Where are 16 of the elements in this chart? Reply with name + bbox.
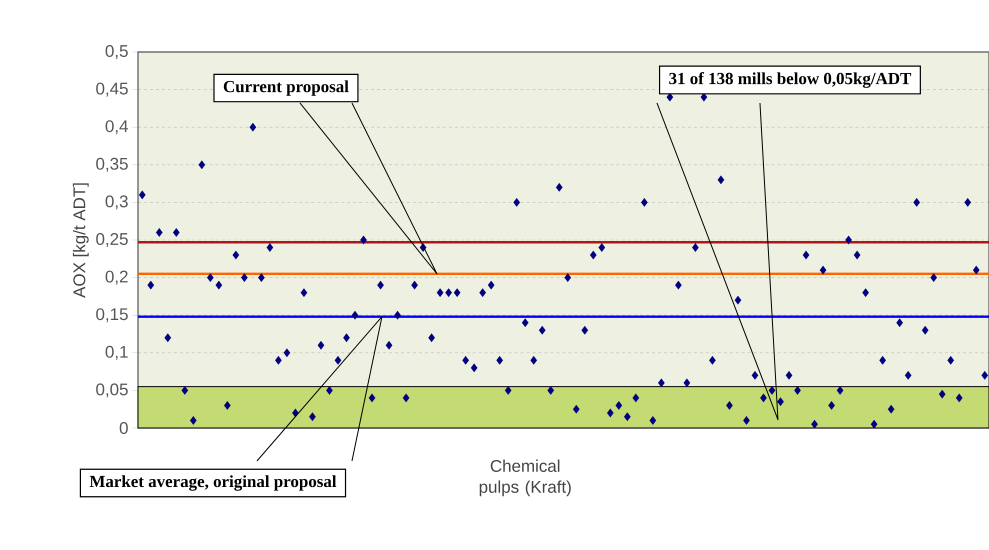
annotation: Current proposal <box>224 80 349 96</box>
text: Market average, original proposal <box>90 475 336 491</box>
y-tick-label: 0,4 <box>106 120 128 134</box>
x-axis-title: Chemical pulps (Kraft) <box>480 460 571 496</box>
y-tick-label: 0,15 <box>96 308 128 322</box>
y-tick-label: 0,05 <box>96 383 128 398</box>
y-tick-label: 0,2 <box>106 270 128 285</box>
y-axis-title: AOX [kg/t ADT] <box>72 183 89 298</box>
y-tick-label: 0 <box>120 422 128 434</box>
y-tick-label: 0,5 <box>106 45 128 60</box>
y-tick-label: 0,35 <box>96 158 128 172</box>
y-tick-label: 0,3 <box>106 195 128 210</box>
annotation: 31 of 138 mills below 0,05kg/ADT <box>669 72 912 88</box>
y-tick-label: 0,1 <box>106 346 128 360</box>
y-tick-label: 0,25 <box>96 233 128 247</box>
y-tick-label: 0,45 <box>96 82 128 97</box>
